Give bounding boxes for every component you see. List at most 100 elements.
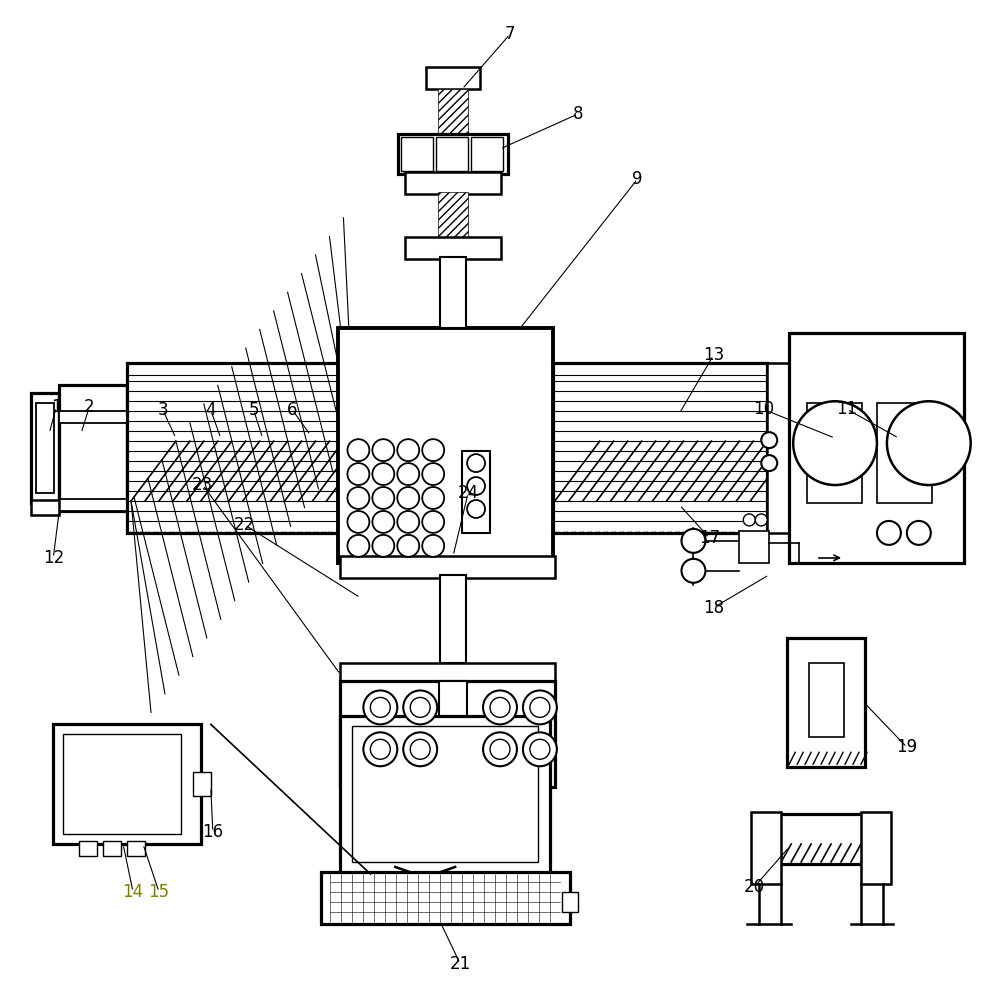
Circle shape — [887, 401, 971, 485]
Bar — [340, 681, 555, 787]
Text: 11: 11 — [836, 400, 858, 418]
Bar — [398, 134, 508, 174]
Circle shape — [530, 740, 550, 760]
Text: 6: 6 — [287, 401, 298, 419]
Circle shape — [397, 535, 419, 557]
Text: 2: 2 — [84, 398, 94, 416]
Bar — [877, 403, 932, 503]
Bar — [53, 724, 201, 844]
Circle shape — [467, 500, 485, 518]
Circle shape — [490, 740, 510, 760]
Text: 5: 5 — [248, 401, 259, 419]
Circle shape — [483, 733, 517, 767]
Text: 15: 15 — [148, 883, 170, 901]
Bar — [405, 236, 501, 258]
Text: 24: 24 — [458, 484, 479, 502]
Circle shape — [372, 535, 394, 557]
Circle shape — [372, 463, 394, 485]
Bar — [340, 716, 550, 874]
Circle shape — [761, 455, 777, 471]
Circle shape — [422, 535, 444, 557]
Bar — [321, 872, 570, 923]
Bar — [59, 411, 127, 423]
Circle shape — [363, 733, 397, 767]
Circle shape — [370, 697, 390, 717]
Circle shape — [370, 740, 390, 760]
Circle shape — [490, 697, 510, 717]
Text: 13: 13 — [703, 347, 724, 364]
Text: 20: 20 — [744, 878, 765, 896]
Text: 19: 19 — [896, 739, 917, 757]
Bar — [103, 841, 121, 856]
Bar — [405, 172, 501, 194]
Bar — [739, 531, 769, 563]
Bar — [807, 403, 862, 503]
Circle shape — [761, 432, 777, 448]
Circle shape — [347, 463, 369, 485]
Text: 4: 4 — [206, 401, 216, 419]
Circle shape — [397, 511, 419, 533]
Circle shape — [372, 439, 394, 461]
Circle shape — [403, 690, 437, 724]
Bar — [440, 575, 466, 662]
Bar — [861, 812, 891, 884]
Bar — [787, 638, 865, 768]
Circle shape — [422, 463, 444, 485]
Text: 3: 3 — [158, 401, 168, 419]
Circle shape — [793, 401, 877, 485]
Bar — [401, 137, 433, 171]
Bar — [59, 499, 127, 511]
Circle shape — [397, 487, 419, 509]
Circle shape — [422, 511, 444, 533]
Text: 21: 21 — [449, 954, 471, 973]
Bar — [79, 841, 97, 856]
Circle shape — [523, 733, 557, 767]
Bar — [127, 363, 358, 533]
Text: 1: 1 — [51, 398, 62, 416]
Bar — [438, 192, 468, 238]
Bar — [759, 814, 884, 864]
Circle shape — [483, 690, 517, 724]
Bar — [59, 385, 127, 511]
Bar — [340, 556, 555, 578]
Bar — [436, 137, 468, 171]
Circle shape — [467, 477, 485, 495]
Circle shape — [907, 521, 931, 545]
Bar — [462, 451, 490, 533]
Bar — [440, 256, 466, 329]
Text: 17: 17 — [699, 529, 720, 547]
Bar — [443, 784, 463, 799]
Circle shape — [743, 514, 755, 526]
Bar — [439, 681, 467, 787]
Circle shape — [347, 439, 369, 461]
Circle shape — [403, 733, 437, 767]
Bar — [352, 726, 538, 862]
Text: 7: 7 — [505, 25, 515, 44]
Circle shape — [523, 690, 557, 724]
Circle shape — [410, 740, 430, 760]
Bar — [553, 363, 767, 533]
Bar — [127, 841, 145, 856]
Text: 8: 8 — [573, 105, 583, 123]
Text: 18: 18 — [703, 599, 724, 617]
Circle shape — [347, 535, 369, 557]
Text: 16: 16 — [202, 823, 223, 841]
Bar — [751, 812, 781, 884]
Text: 12: 12 — [43, 549, 64, 567]
Circle shape — [397, 439, 419, 461]
Bar — [63, 735, 181, 834]
Text: 23: 23 — [192, 476, 213, 495]
Bar — [438, 89, 468, 136]
Bar — [767, 363, 789, 533]
Circle shape — [681, 559, 705, 583]
Text: 10: 10 — [753, 400, 774, 418]
Circle shape — [347, 487, 369, 509]
Circle shape — [422, 487, 444, 509]
Text: 14: 14 — [122, 883, 144, 901]
Circle shape — [530, 697, 550, 717]
Circle shape — [410, 697, 430, 717]
Circle shape — [347, 511, 369, 533]
Circle shape — [467, 454, 485, 472]
Bar — [31, 393, 59, 503]
Circle shape — [422, 439, 444, 461]
